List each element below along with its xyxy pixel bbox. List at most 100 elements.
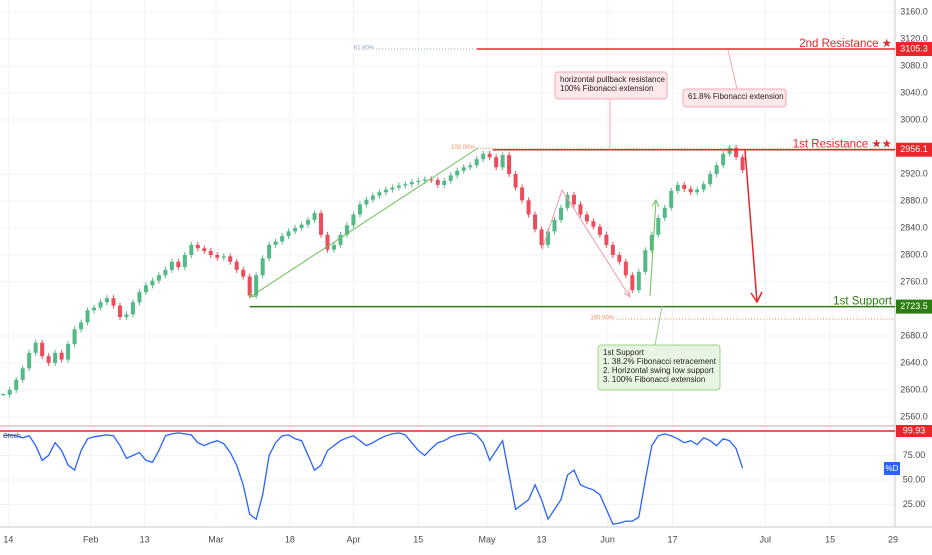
candle [182, 255, 187, 268]
y-tick-label: 2920.0 [900, 168, 928, 178]
y-tick-label: 25.00 [903, 499, 926, 509]
x-tick-label: Jun [600, 534, 615, 544]
candle [571, 194, 576, 205]
y-tick-label: 3000.0 [900, 114, 928, 124]
candle [7, 389, 12, 395]
candle [260, 258, 265, 276]
arrow-head [623, 289, 631, 299]
candle [20, 368, 25, 380]
candle [66, 344, 71, 360]
candle [306, 219, 311, 225]
arrow-head [750, 291, 763, 304]
candle [124, 314, 129, 318]
candle [409, 182, 414, 185]
candle [137, 292, 142, 303]
candle [312, 213, 317, 220]
trend-arrow [249, 147, 479, 298]
candle [708, 174, 713, 185]
candle [215, 255, 220, 258]
candle [578, 204, 583, 215]
candle [85, 310, 90, 323]
y-tick-label: 3120.0 [900, 34, 928, 44]
candle [33, 342, 38, 353]
candle [195, 244, 200, 249]
candle [591, 221, 596, 227]
price-box [896, 142, 932, 157]
stoch-line [3, 432, 744, 525]
candle [520, 187, 525, 201]
candle [682, 184, 687, 189]
candle [40, 342, 45, 357]
candle [53, 352, 58, 363]
candle [189, 244, 194, 255]
candle [130, 302, 135, 315]
candle [234, 261, 239, 270]
candle [351, 214, 356, 226]
y-tick-label: 3080.0 [900, 60, 928, 70]
candle [267, 244, 272, 259]
candle [72, 329, 77, 345]
candle [383, 189, 388, 193]
candle [487, 153, 492, 158]
callout-text: 1. 38.2% Fibonacci retracement [603, 357, 717, 366]
legend-box [884, 462, 900, 475]
y-tick-label: 3160.0 [900, 7, 928, 17]
candle [98, 302, 103, 308]
price-box-label: 2723.5 [900, 301, 928, 311]
candle [721, 153, 726, 166]
candle [163, 269, 168, 276]
candle [604, 234, 609, 245]
candle [552, 219, 557, 232]
candle [331, 244, 337, 250]
trend-arrow [541, 189, 563, 251]
candle [526, 200, 531, 215]
price-box-label: 2956.1 [900, 144, 928, 154]
level-label: 2nd Resistance ★ [799, 38, 892, 50]
trend-arrow [649, 199, 657, 297]
candle [701, 184, 706, 190]
candle [610, 244, 615, 255]
indicator-title: Stoch [3, 433, 21, 440]
candle [617, 255, 622, 262]
x-tick-label: Apr [346, 534, 360, 544]
y-tick-label: 50.00 [903, 474, 926, 484]
callout-pointer [727, 49, 738, 90]
candle [688, 188, 693, 193]
candle [448, 175, 453, 181]
candle [630, 275, 635, 291]
x-tick-label: May [479, 534, 497, 544]
candle [597, 226, 602, 235]
candle [150, 280, 155, 286]
candle [143, 285, 148, 293]
candle [649, 234, 654, 251]
callout-box [597, 344, 721, 391]
y-tick-label: 2880.0 [900, 195, 928, 205]
candle [565, 194, 570, 208]
y-tick-label: 2800.0 [900, 249, 928, 259]
candle [623, 261, 628, 276]
callout-box [682, 88, 787, 108]
arrow-head [651, 198, 660, 208]
candle [455, 170, 460, 176]
candle [364, 199, 369, 205]
candle [377, 192, 382, 196]
candle [727, 147, 732, 154]
axes: 3160.0 3120.0 3080.0 3040.0 3000.0 2920.0 2880… [3, 7, 932, 544]
y-tick-label: 2600.0 [900, 384, 928, 394]
x-tick-label: 18 [285, 534, 295, 544]
callout-text: 1st Support [603, 348, 645, 357]
fib-label: 100.00% [451, 145, 475, 151]
candle [202, 248, 207, 251]
candle [481, 153, 486, 160]
candle [416, 180, 421, 183]
x-tick-label: 15 [413, 534, 423, 544]
y-tick-label: 3040.0 [900, 87, 928, 97]
level-box [896, 425, 932, 438]
level-box-label: 99.93 [903, 425, 926, 435]
candle [111, 298, 116, 306]
candle [241, 269, 246, 277]
candle [396, 185, 401, 188]
